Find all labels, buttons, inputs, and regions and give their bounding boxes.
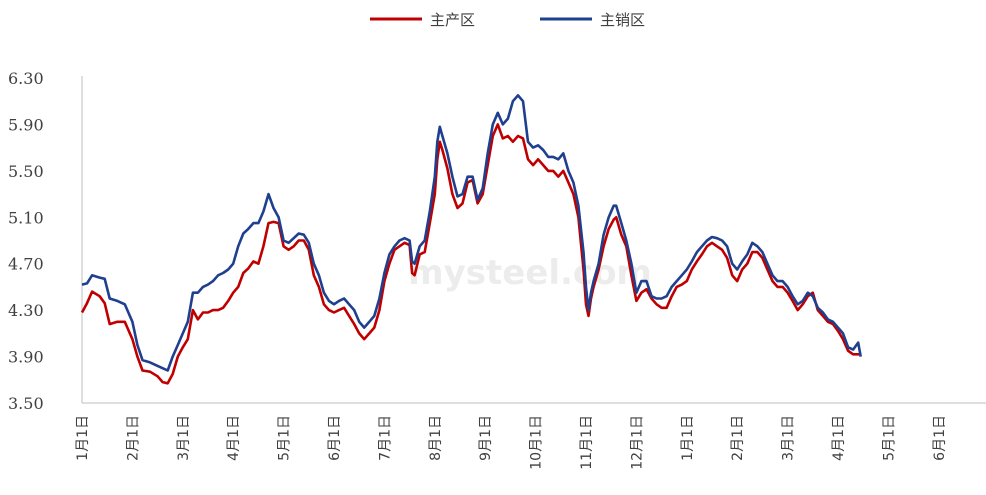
y-tick-label: 4.70: [8, 255, 44, 274]
x-axis: 1月1日 2月1日 3月1日 4月1日 5月1日 6月1日 7月1日 8月1日 9月1日 10月1…: [75, 402, 986, 470]
y-tick-label: 4.30: [8, 301, 44, 320]
y-tick-label: 5.90: [8, 115, 44, 134]
x-tick-label: 3月1日: [781, 415, 797, 461]
x-tick-label: 12月1日: [629, 415, 645, 470]
series-line-0: [80, 123, 861, 385]
y-tick-label: 3.90: [8, 348, 44, 367]
x-tick-label: 2月1日: [730, 415, 746, 461]
x-tick-label: 5月1日: [881, 415, 897, 461]
legend-label-1: 主销区: [600, 11, 645, 29]
x-tick-label: 6月1日: [932, 415, 948, 461]
x-tick-label: 1月1日: [75, 415, 91, 461]
x-tick-label: 6月1日: [327, 415, 343, 461]
legend-label-0: 主产区: [430, 11, 475, 29]
x-tick-label: 4月1日: [831, 415, 847, 461]
x-tick-label: 7月1日: [377, 415, 393, 461]
x-tick-label: 10月1日: [529, 415, 545, 470]
x-tick-label: 1月1日: [680, 415, 696, 461]
y-tick-label: 5.50: [8, 162, 44, 181]
legend: 主产区 主销区: [370, 11, 645, 29]
y-tick-label: 3.50: [8, 394, 44, 413]
x-tick-label: 4月1日: [226, 415, 242, 461]
y-tick-label: 5.10: [8, 208, 44, 227]
x-tick-label: 3月1日: [176, 415, 192, 461]
x-tick-label: 5月1日: [277, 415, 293, 461]
x-tick-label: 11月1日: [579, 415, 595, 470]
watermark: mysteel.com: [408, 253, 652, 293]
y-tick-label: 6.30: [8, 69, 44, 88]
y-axis: 6.30 5.90 5.50 5.10 4.70 4.30 3.90 3.50: [8, 69, 83, 413]
plot-area: [80, 94, 862, 385]
series-line-1: [81, 94, 862, 372]
x-tick-label: 9月1日: [478, 415, 494, 461]
x-tick-label: 8月1日: [428, 415, 444, 461]
x-tick-label: 2月1日: [125, 415, 141, 461]
